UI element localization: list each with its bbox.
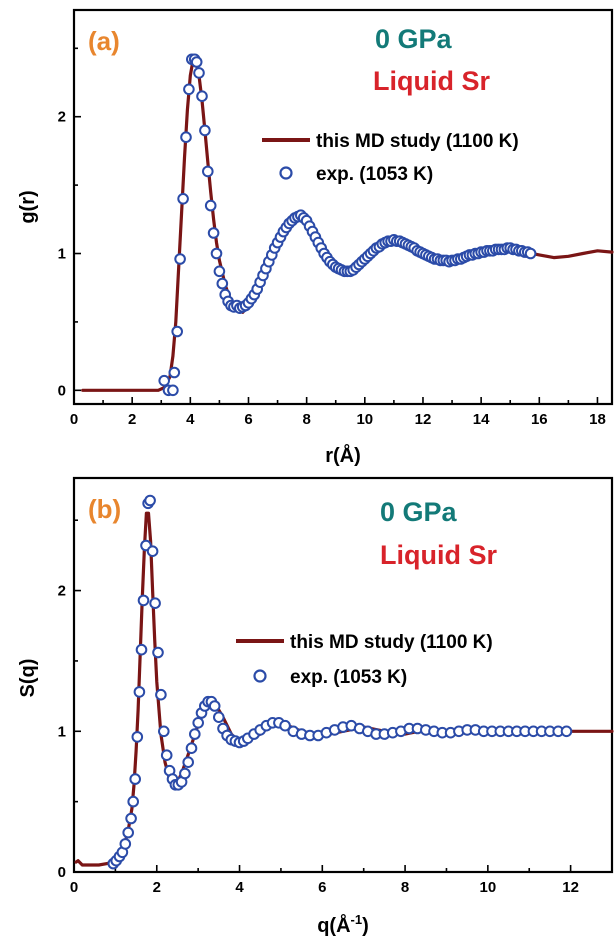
panel-b-xlabel-sup: -1	[351, 912, 363, 927]
panel-b-series	[74, 494, 614, 870]
exp-point-b	[152, 646, 164, 659]
legend-a-exp-label: exp. (1053 K)	[316, 164, 433, 185]
panel-b-pressure: 0 GPa	[380, 497, 458, 527]
legend-a-md-label: this MD study (1100 K)	[316, 131, 519, 152]
y-tick-label-a: 2	[58, 109, 66, 126]
y-tick-label-a: 1	[58, 246, 66, 263]
exp-point-b	[192, 717, 204, 729]
x-tick-label-a: 14	[473, 411, 490, 428]
legend-b-md-label: this MD study (1100 K)	[290, 632, 493, 653]
panel-b-material: Liquid Sr	[380, 540, 497, 570]
exp-point-b	[119, 838, 132, 850]
exp-point-b	[213, 711, 225, 724]
x-tick-label-b: 4	[235, 879, 244, 896]
panel-b-legend: this MD study (1100 K) exp. (1053 K)	[236, 632, 493, 688]
exp-point-b	[179, 767, 191, 780]
exp-point-a	[199, 124, 211, 137]
x-tick-label-b: 8	[401, 879, 409, 896]
exp-point-a	[180, 131, 192, 143]
y-tick-label-b: 1	[58, 723, 66, 740]
panel-a-material: Liquid Sr	[373, 66, 490, 96]
exp-point-a	[174, 253, 186, 265]
x-tick-label-a: 2	[128, 411, 136, 428]
exp-point-a	[190, 56, 203, 68]
x-tick-label-b: 6	[318, 879, 326, 896]
exp-point-a	[202, 165, 214, 178]
y-tick-label-b: 0	[58, 864, 66, 881]
exp-point-a	[204, 199, 217, 212]
panel-b-label: (b)	[88, 494, 121, 524]
panel-a-legend: this MD study (1100 K) exp. (1053 K)	[262, 131, 519, 185]
panel-b-xlabel: q(Å-1)	[317, 912, 369, 937]
y-tick-label-b: 2	[58, 583, 66, 600]
exp-point-a	[168, 366, 181, 379]
x-tick-label-a: 16	[531, 411, 548, 428]
exp-point-a	[216, 277, 229, 290]
exp-point-a	[524, 247, 537, 260]
exp-point-b	[129, 773, 141, 785]
panel-a-pressure: 0 GPa	[375, 24, 453, 54]
x-tick-label-b: 10	[480, 879, 497, 896]
exp-point-b	[182, 756, 194, 769]
plot-a-frame	[72, 8, 614, 406]
panel-b-xlabel-close: )	[362, 915, 369, 937]
x-tick-label-b: 2	[153, 879, 161, 896]
exp-point-b	[137, 594, 150, 607]
exp-point-a	[193, 67, 205, 79]
x-tick-label-a: 12	[415, 411, 432, 428]
exp-point-a	[210, 247, 223, 260]
exp-point-b	[185, 742, 198, 755]
x-tick-label-a: 6	[244, 411, 252, 428]
panel-a-ylabel: g(r)	[17, 190, 39, 223]
x-tick-label-a: 0	[70, 411, 78, 428]
exp-point-a	[213, 265, 226, 278]
x-tick-label-a: 4	[186, 411, 195, 428]
panel-a-xlabel: r(Å)	[325, 443, 361, 467]
legend-b-exp-label: exp. (1053 K)	[290, 667, 407, 688]
legend-b-exp-marker	[253, 669, 267, 683]
exp-point-a	[167, 384, 179, 397]
exp-point-b	[133, 686, 146, 698]
panel-a-series	[81, 53, 614, 397]
exp-point-b	[131, 731, 144, 743]
exp-point-b	[279, 719, 291, 732]
panel-b-xlabel-base: q(Å	[317, 913, 350, 937]
exp-point-b	[208, 700, 221, 712]
exp-point-b	[149, 597, 161, 610]
exp-point-a	[207, 227, 220, 239]
exp-point-a	[177, 193, 189, 205]
exp-point-a	[196, 90, 208, 102]
x-tick-label-a: 18	[589, 411, 606, 428]
exp-point-b	[127, 795, 139, 808]
exp-point-b	[122, 826, 134, 839]
x-tick-label-a: 8	[302, 411, 310, 428]
plot-b-frame	[72, 476, 614, 874]
panel-b-ylabel: S(q)	[17, 659, 39, 698]
exp-point-a	[171, 325, 183, 338]
x-tick-label-b: 0	[70, 879, 78, 896]
md-curve-a	[81, 57, 614, 392]
exp-point-a	[158, 374, 170, 387]
legend-a-exp-marker	[279, 166, 293, 180]
exp-point-b	[146, 545, 159, 558]
exp-point-b	[155, 688, 167, 701]
exp-point-b	[560, 725, 573, 738]
exp-point-b	[144, 494, 156, 507]
panel-a-label: (a)	[88, 26, 120, 56]
exp-point-b	[160, 749, 173, 762]
md-curve-b	[74, 511, 614, 867]
x-tick-label-a: 10	[356, 411, 373, 428]
exp-point-b	[135, 643, 148, 656]
exp-point-b	[189, 728, 201, 740]
x-tick-label-b: 12	[562, 879, 579, 896]
y-tick-label-a: 0	[58, 382, 66, 399]
exp-point-b	[158, 725, 170, 738]
exp-point-a	[183, 83, 195, 96]
exp-point-b	[125, 812, 137, 825]
